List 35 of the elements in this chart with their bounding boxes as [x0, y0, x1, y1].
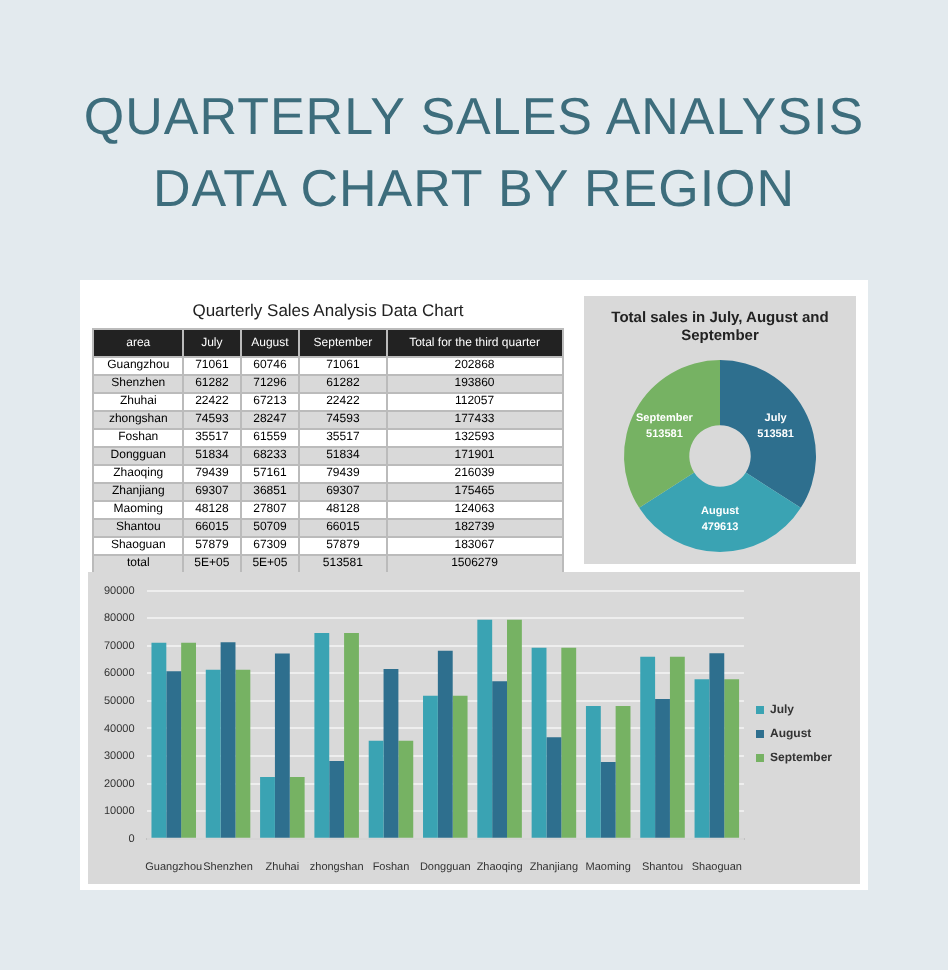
bar	[507, 619, 522, 838]
bar	[561, 647, 577, 838]
bar	[585, 706, 601, 838]
bar	[205, 669, 221, 838]
text: Quarterly Sales Analysis Data Chart	[190, 300, 466, 320]
bar	[452, 695, 468, 838]
text: QUARTERLY SALES ANALYSIS DATA CHART BY REGION	[81, 84, 867, 222]
bar	[368, 740, 384, 838]
bar	[694, 679, 710, 838]
bar	[640, 656, 656, 838]
bar	[181, 642, 197, 838]
bar	[151, 642, 167, 838]
bar	[477, 619, 493, 838]
bar	[260, 776, 275, 838]
bar	[220, 642, 236, 838]
bar	[235, 669, 251, 838]
bar	[615, 706, 631, 838]
bar	[724, 679, 740, 838]
bar	[289, 776, 305, 838]
bar	[546, 737, 562, 838]
bar	[437, 650, 453, 838]
bar	[655, 698, 670, 838]
bar	[166, 671, 182, 838]
bar	[383, 669, 399, 838]
bar	[344, 633, 359, 838]
bar	[669, 656, 685, 838]
bar	[600, 762, 616, 838]
bar	[274, 653, 290, 838]
bar	[709, 653, 725, 838]
bar	[398, 740, 414, 838]
bar	[531, 647, 547, 838]
bar	[423, 695, 438, 838]
bar	[329, 760, 345, 838]
bar	[314, 633, 330, 838]
bar	[492, 681, 508, 838]
